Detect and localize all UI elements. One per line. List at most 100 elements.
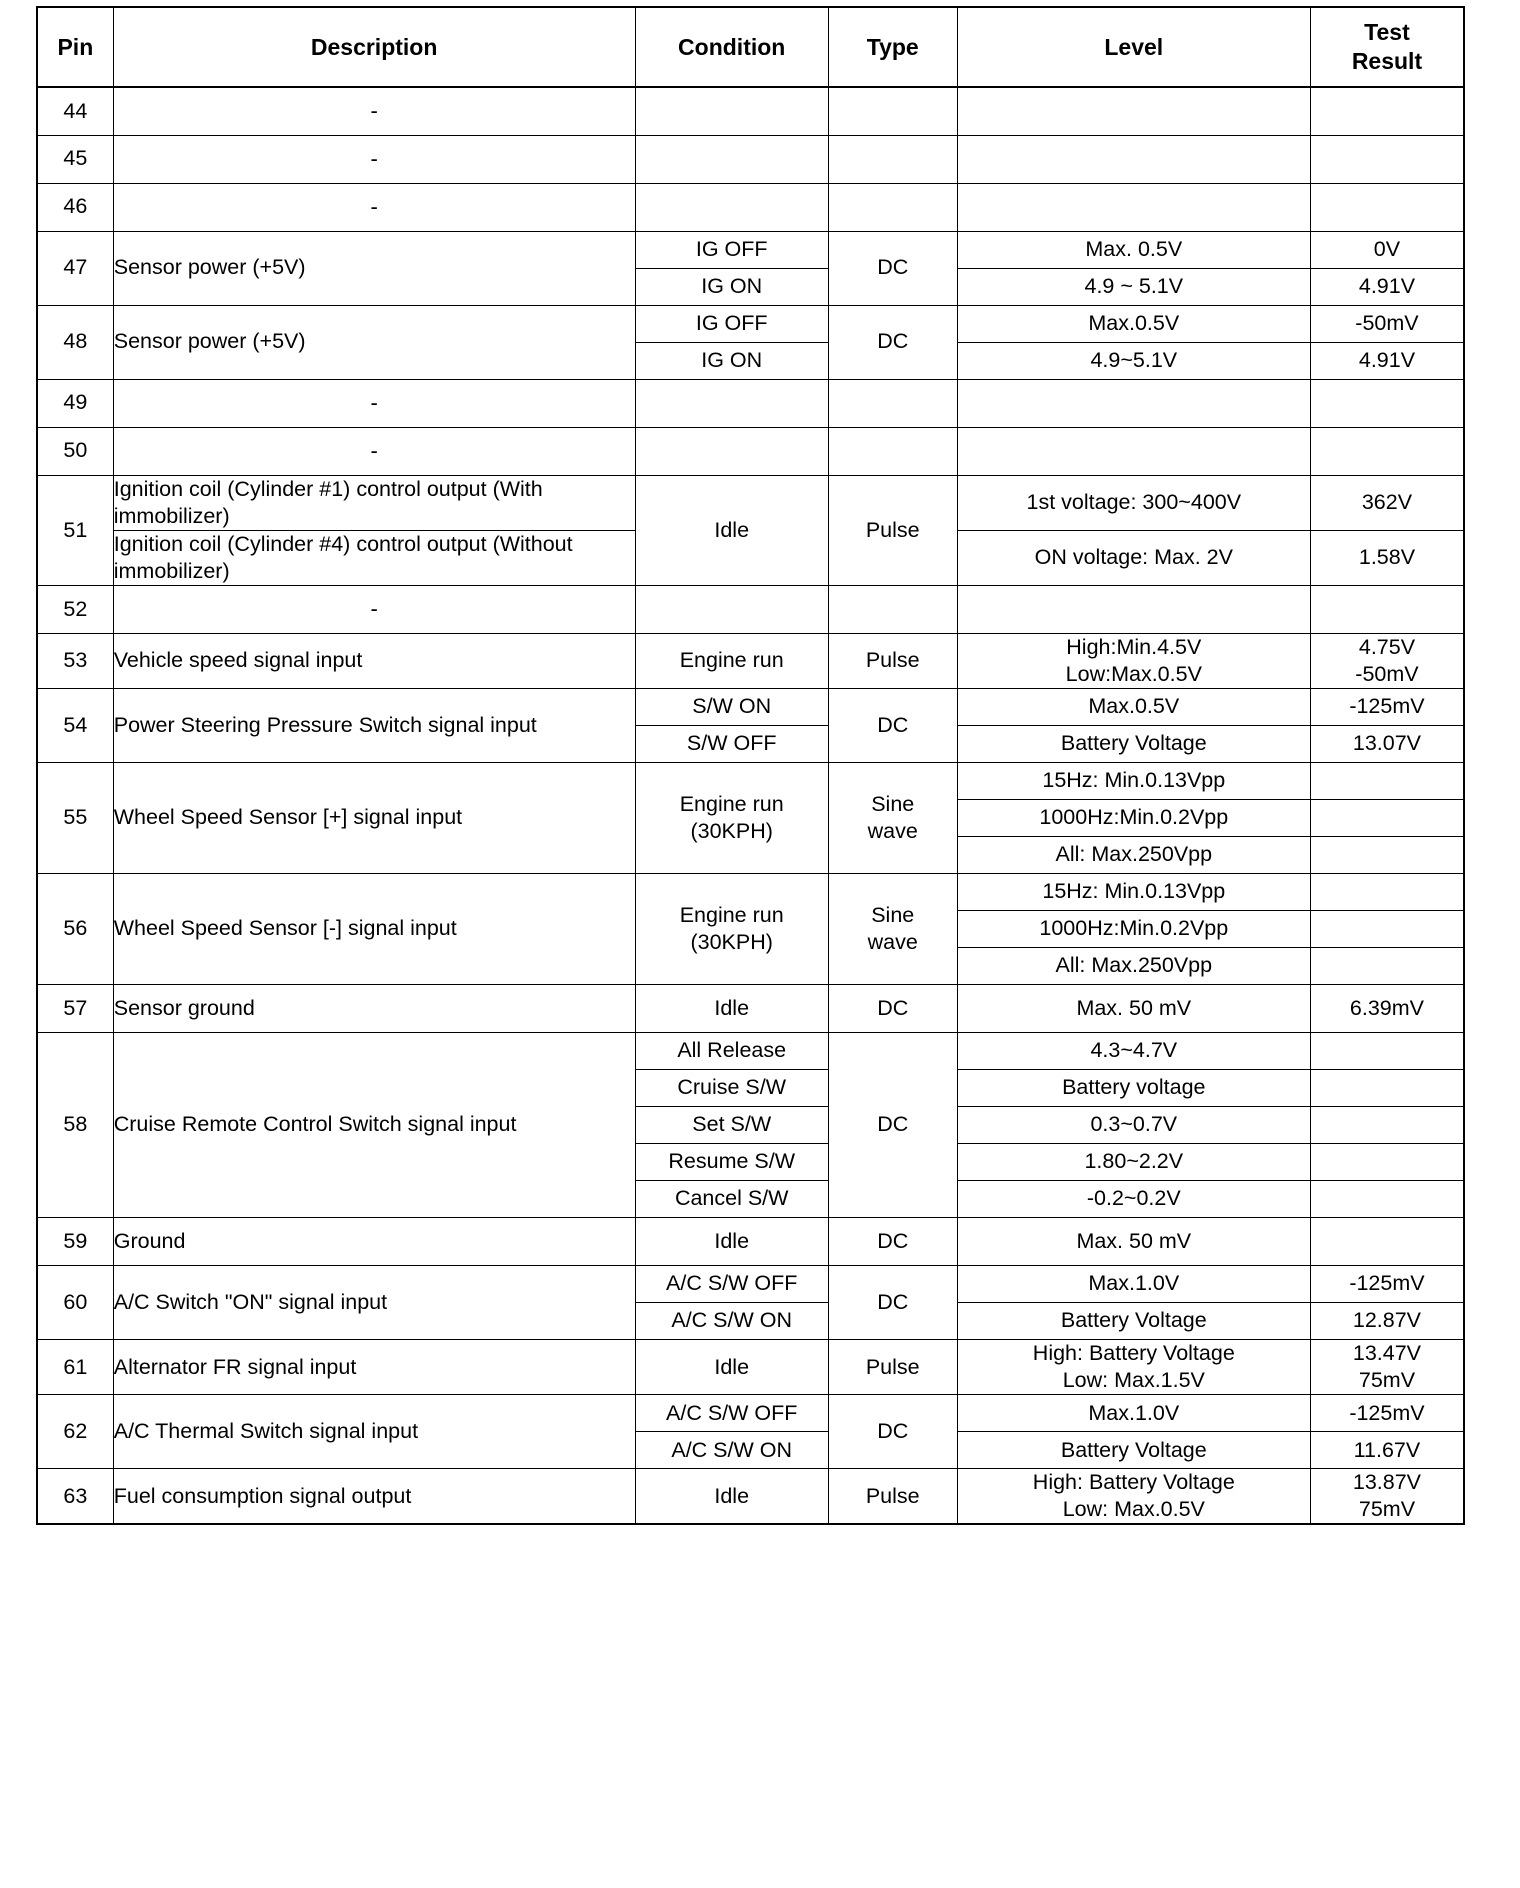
cell-pin: 48: [36, 304, 114, 380]
cell-level: 1.80~2.2V: [956, 1142, 1311, 1181]
table-row: 61 Alternator FR signal input Idle Pulse Hig…: [36, 1338, 1465, 1396]
cell-level: ON voltage: Max. 2V: [956, 529, 1311, 586]
cell-description: -: [112, 134, 636, 184]
cell-condition: Engine run (30KPH): [634, 761, 829, 874]
cell-test-result: [1309, 182, 1465, 232]
table-row: S/W OFF Battery Voltage 13.07V: [37, 724, 1465, 763]
cell-type: DC: [827, 1264, 958, 1340]
cell-condition: IG ON: [634, 341, 829, 380]
cell-test-result: [1309, 798, 1465, 837]
cell-description: -: [112, 426, 636, 476]
cell-level: Battery Voltage: [956, 1431, 1311, 1470]
cell-level: Max. 50 mV: [956, 983, 1311, 1033]
cell-test-result: [1309, 872, 1465, 911]
cell-test-result: [1309, 134, 1465, 184]
cell-condition: [634, 378, 829, 428]
cell-condition: [634, 86, 829, 136]
cell-type: DC: [827, 1216, 958, 1266]
cell-test-result: 1.58V: [1309, 529, 1465, 586]
cell-pin: 58: [36, 1031, 114, 1218]
cell-level: Max. 0.5V: [956, 230, 1311, 269]
cell-test-result: 0V: [1309, 230, 1465, 269]
table-row: 46-: [36, 182, 1465, 232]
cell-type: Sine wave: [827, 872, 958, 985]
cell-level: 15Hz: Min.0.13Vpp: [956, 872, 1311, 911]
cell-test-result: [1309, 946, 1465, 985]
cell-condition: A/C S/W OFF: [634, 1264, 829, 1303]
cell-pin: 52: [36, 584, 114, 634]
cell-test-result: [1309, 1142, 1465, 1181]
table-row: 54 Power Steering Pressure Switch signal …: [36, 687, 1465, 763]
cell-test-result: [1309, 426, 1465, 476]
cell-description: -: [112, 584, 636, 634]
cell-description: Sensor power (+5V): [112, 304, 636, 380]
cell-type: DC: [827, 1394, 958, 1470]
cell-description: Cruise Remote Control Switch signal inpu…: [112, 1031, 636, 1218]
cell-level: [956, 182, 1311, 232]
cell-pin: 61: [36, 1338, 114, 1396]
cell-condition: Idle: [634, 1216, 829, 1266]
cell-condition: Engine run (30KPH): [634, 872, 829, 985]
table-row: 55 Wheel Speed Sensor [+] signal input Eng…: [36, 761, 1465, 874]
cell-type: DC: [827, 304, 958, 380]
cell-test-result: 362V: [1309, 474, 1465, 531]
cell-pin: 55: [36, 761, 114, 874]
cell-condition: Idle: [634, 983, 829, 1033]
cell-level: 15Hz: Min.0.13Vpp: [956, 761, 1311, 800]
cell-type: [827, 86, 958, 136]
cell-level: 0.3~0.7V: [956, 1105, 1311, 1144]
cell-level: Max. 50 mV: [956, 1216, 1311, 1266]
cell-pin: 62: [36, 1394, 114, 1470]
cell-pin: 56: [36, 872, 114, 985]
table-row: 57 Sensor ground Idle DC Max. 50 mV 6.39mV: [36, 983, 1465, 1033]
cell-level: All: Max.250Vpp: [956, 946, 1311, 985]
cell-pin: 54: [36, 687, 114, 763]
cell-type: Pulse: [827, 1338, 958, 1396]
cell-condition: IG OFF: [634, 304, 829, 343]
cell-level: 4.9 ~ 5.1V: [956, 267, 1311, 306]
table-row: 63 Fuel consumption signal output Idle Puls…: [36, 1468, 1465, 1525]
cell-level: 4.3~4.7V: [956, 1031, 1311, 1070]
cell-test-result: [1309, 761, 1465, 800]
cell-condition: S/W OFF: [634, 724, 829, 763]
table-row: 50-: [36, 426, 1465, 476]
cell-type: DC: [827, 687, 958, 763]
cell-condition: [634, 182, 829, 232]
table-row: 59 Ground Idle DC Max. 50 mV: [36, 1216, 1465, 1266]
cell-level: Battery Voltage: [956, 1301, 1311, 1340]
cell-test-result: 11.67V: [1309, 1431, 1465, 1470]
table-row: 53 Vehicle speed signal input Engine run Pu…: [36, 632, 1465, 689]
column-header-description: Description: [112, 6, 636, 88]
cell-pin: 50: [36, 426, 114, 476]
cell-type: [827, 378, 958, 428]
cell-description: Sensor ground: [112, 983, 636, 1033]
table-row: Set S/W 0.3~0.7V: [37, 1105, 1465, 1144]
table-row: Resume S/W 1.80~2.2V: [37, 1142, 1465, 1181]
cell-condition: A/C S/W ON: [634, 1301, 829, 1340]
cell-description: A/C Thermal Switch signal input: [112, 1394, 636, 1470]
table-row: 62 A/C Thermal Switch signal input A/C S/W…: [36, 1394, 1465, 1470]
table-body: 44-45-46-47 Sensor power (+5V) IG OFF DC Max…: [36, 86, 1465, 1525]
cell-condition: IG OFF: [634, 230, 829, 269]
table-row: All: Max.250Vpp: [37, 835, 1465, 874]
cell-test-result: 13.47V 75mV: [1309, 1338, 1465, 1396]
cell-pin: 45: [36, 134, 114, 184]
cell-level: -0.2~0.2V: [956, 1179, 1311, 1218]
table-row: Cancel S/W -0.2~0.2V: [37, 1179, 1465, 1218]
cell-condition: [634, 426, 829, 476]
cell-description: -: [112, 378, 636, 428]
cell-condition: [634, 584, 829, 634]
cell-level: 4.9~5.1V: [956, 341, 1311, 380]
cell-pin: 47: [36, 230, 114, 306]
ecm-pinout-table: Pin Description Condition Type Level Tes…: [36, 6, 1465, 1526]
column-header-pin: Pin: [36, 6, 114, 88]
table-row: 49-: [36, 378, 1465, 428]
cell-level: Battery Voltage: [956, 724, 1311, 763]
cell-test-result: 6.39mV: [1309, 983, 1465, 1033]
cell-test-result: [1309, 1105, 1465, 1144]
cell-test-result: [1309, 378, 1465, 428]
cell-test-result: 4.75V -50mV: [1309, 632, 1465, 689]
cell-test-result: [1309, 1216, 1465, 1266]
cell-condition: Idle: [634, 474, 829, 586]
